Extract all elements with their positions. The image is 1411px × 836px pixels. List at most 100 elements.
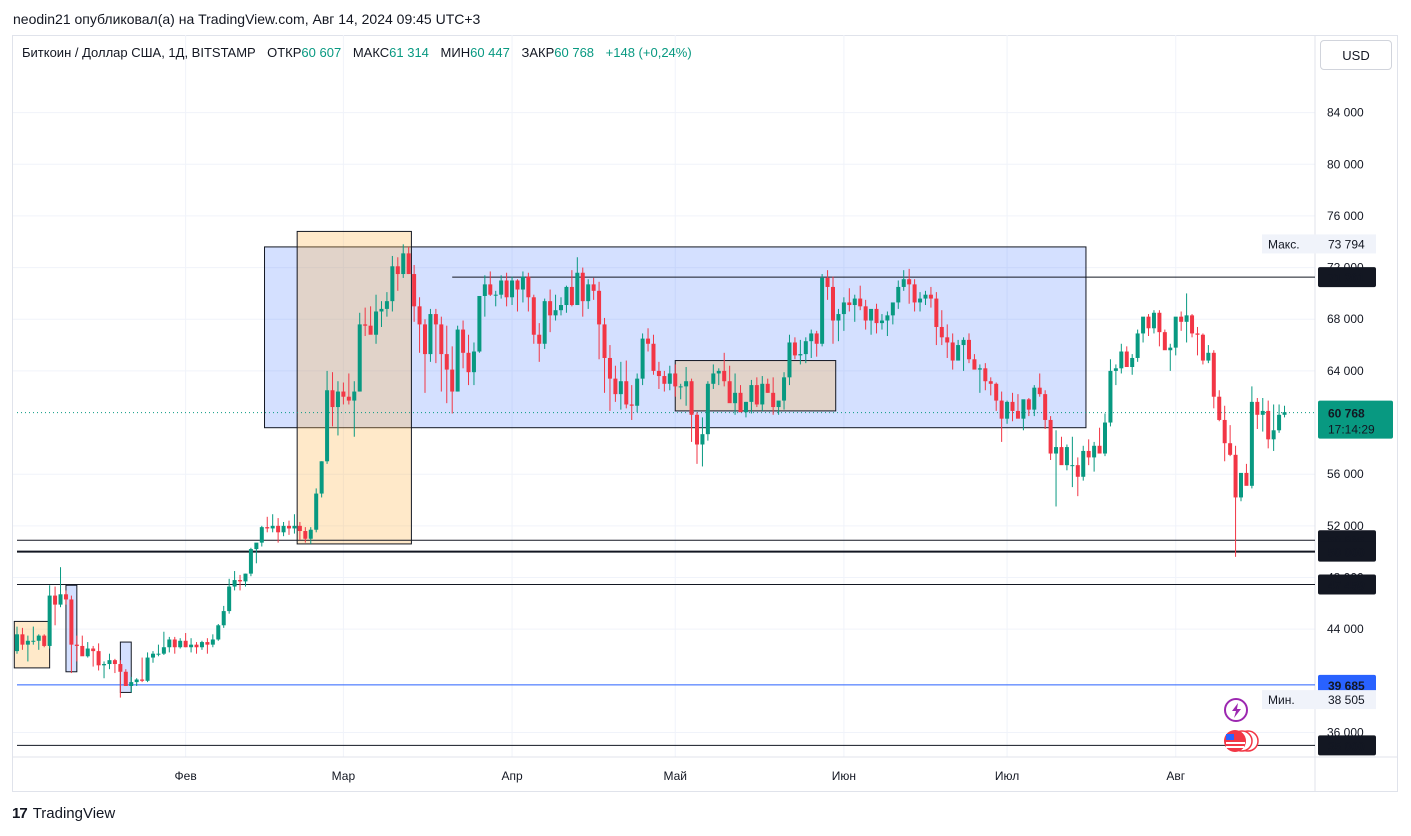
candle-body (988, 381, 993, 384)
candle-body (967, 339, 971, 360)
price-label-bg (1262, 690, 1376, 710)
candle-body (613, 378, 618, 395)
candle-body (368, 325, 373, 335)
countdown-label: 17:14:29 (1328, 423, 1375, 437)
candle-body (580, 272, 585, 302)
candle (216, 623, 221, 641)
candle (765, 378, 770, 393)
price-label-value: 71 261 (1328, 271, 1365, 285)
x-tick-label: Фев (175, 769, 197, 783)
candle-body (1043, 394, 1048, 420)
candle (738, 385, 743, 413)
candle (96, 643, 101, 671)
candle (814, 330, 819, 357)
candle (1015, 394, 1020, 419)
candle (977, 364, 982, 393)
chart-frame (12, 35, 1398, 792)
x-tick-label: Авг (1166, 769, 1185, 783)
candle (194, 642, 199, 654)
candle-body (1130, 357, 1135, 368)
candle (1277, 404, 1282, 433)
candle (771, 377, 776, 415)
candle (417, 297, 422, 353)
candle (31, 626, 36, 645)
candle-body (232, 580, 237, 587)
candle-body (238, 580, 243, 582)
candle-body (1021, 399, 1026, 419)
candle (1135, 329, 1140, 362)
candle-body (471, 351, 476, 373)
us-flag-icon[interactable] (1224, 730, 1259, 752)
candle (972, 354, 977, 370)
candle-body (548, 301, 553, 316)
candle-body (461, 329, 466, 353)
candle (711, 364, 716, 389)
candle (287, 520, 291, 535)
candle-body (216, 625, 221, 640)
candle-body (890, 302, 895, 316)
candle-body (1200, 334, 1205, 361)
candle (276, 518, 281, 543)
candle-body (1103, 422, 1107, 454)
candle (123, 669, 128, 686)
candle-body (1059, 447, 1064, 466)
candle-body (1239, 472, 1243, 498)
candle (20, 627, 25, 650)
candle (934, 292, 939, 346)
lightning-icon[interactable] (1224, 698, 1248, 722)
candle (684, 367, 689, 406)
candle (357, 312, 362, 392)
candle-body (428, 314, 433, 355)
candle (733, 373, 738, 415)
candle-body (112, 660, 117, 665)
candle-body (270, 525, 275, 529)
candle-body (656, 370, 661, 377)
candle-body (749, 385, 754, 402)
candle (493, 290, 498, 307)
candle (401, 244, 406, 278)
candle-body (412, 274, 417, 307)
price-label-bg (1318, 735, 1376, 756)
candle (776, 400, 781, 415)
candle-body (602, 324, 607, 358)
candle-body (1064, 447, 1069, 466)
price-label: 47 459 (1318, 574, 1376, 595)
candle (308, 527, 313, 544)
candle (297, 521, 302, 541)
candle-body (520, 276, 525, 290)
currency-button[interactable]: USD (1320, 40, 1392, 70)
candle-body (591, 284, 596, 291)
candle (15, 626, 19, 654)
x-tick-label: Июн (832, 769, 856, 783)
candle (129, 676, 134, 693)
candle-body (754, 385, 759, 405)
candle-body (330, 390, 335, 408)
candle (591, 277, 596, 300)
candle-body (346, 396, 351, 401)
candle-body (194, 644, 199, 648)
candle-body (450, 369, 455, 392)
candle (1081, 445, 1086, 481)
candle-body (901, 279, 906, 287)
candle (1282, 405, 1287, 418)
candle (597, 281, 602, 360)
price-label-bg (1318, 400, 1393, 439)
candle-body (1206, 352, 1211, 361)
price-label-value: 73 794 (1328, 237, 1365, 251)
candle (1064, 444, 1069, 471)
footer-brand[interactable]: 17 TradingView (12, 805, 115, 822)
candle-body (553, 310, 558, 316)
candle-body (379, 308, 384, 312)
candle-body (1222, 419, 1227, 444)
candle (1179, 311, 1184, 331)
candle-body (1277, 414, 1282, 431)
candle-body (961, 339, 966, 346)
candle (42, 634, 47, 648)
candle (58, 567, 63, 608)
candle (390, 255, 395, 312)
candle-body (939, 326, 944, 338)
candle-body (918, 298, 923, 303)
candle (1266, 400, 1271, 449)
